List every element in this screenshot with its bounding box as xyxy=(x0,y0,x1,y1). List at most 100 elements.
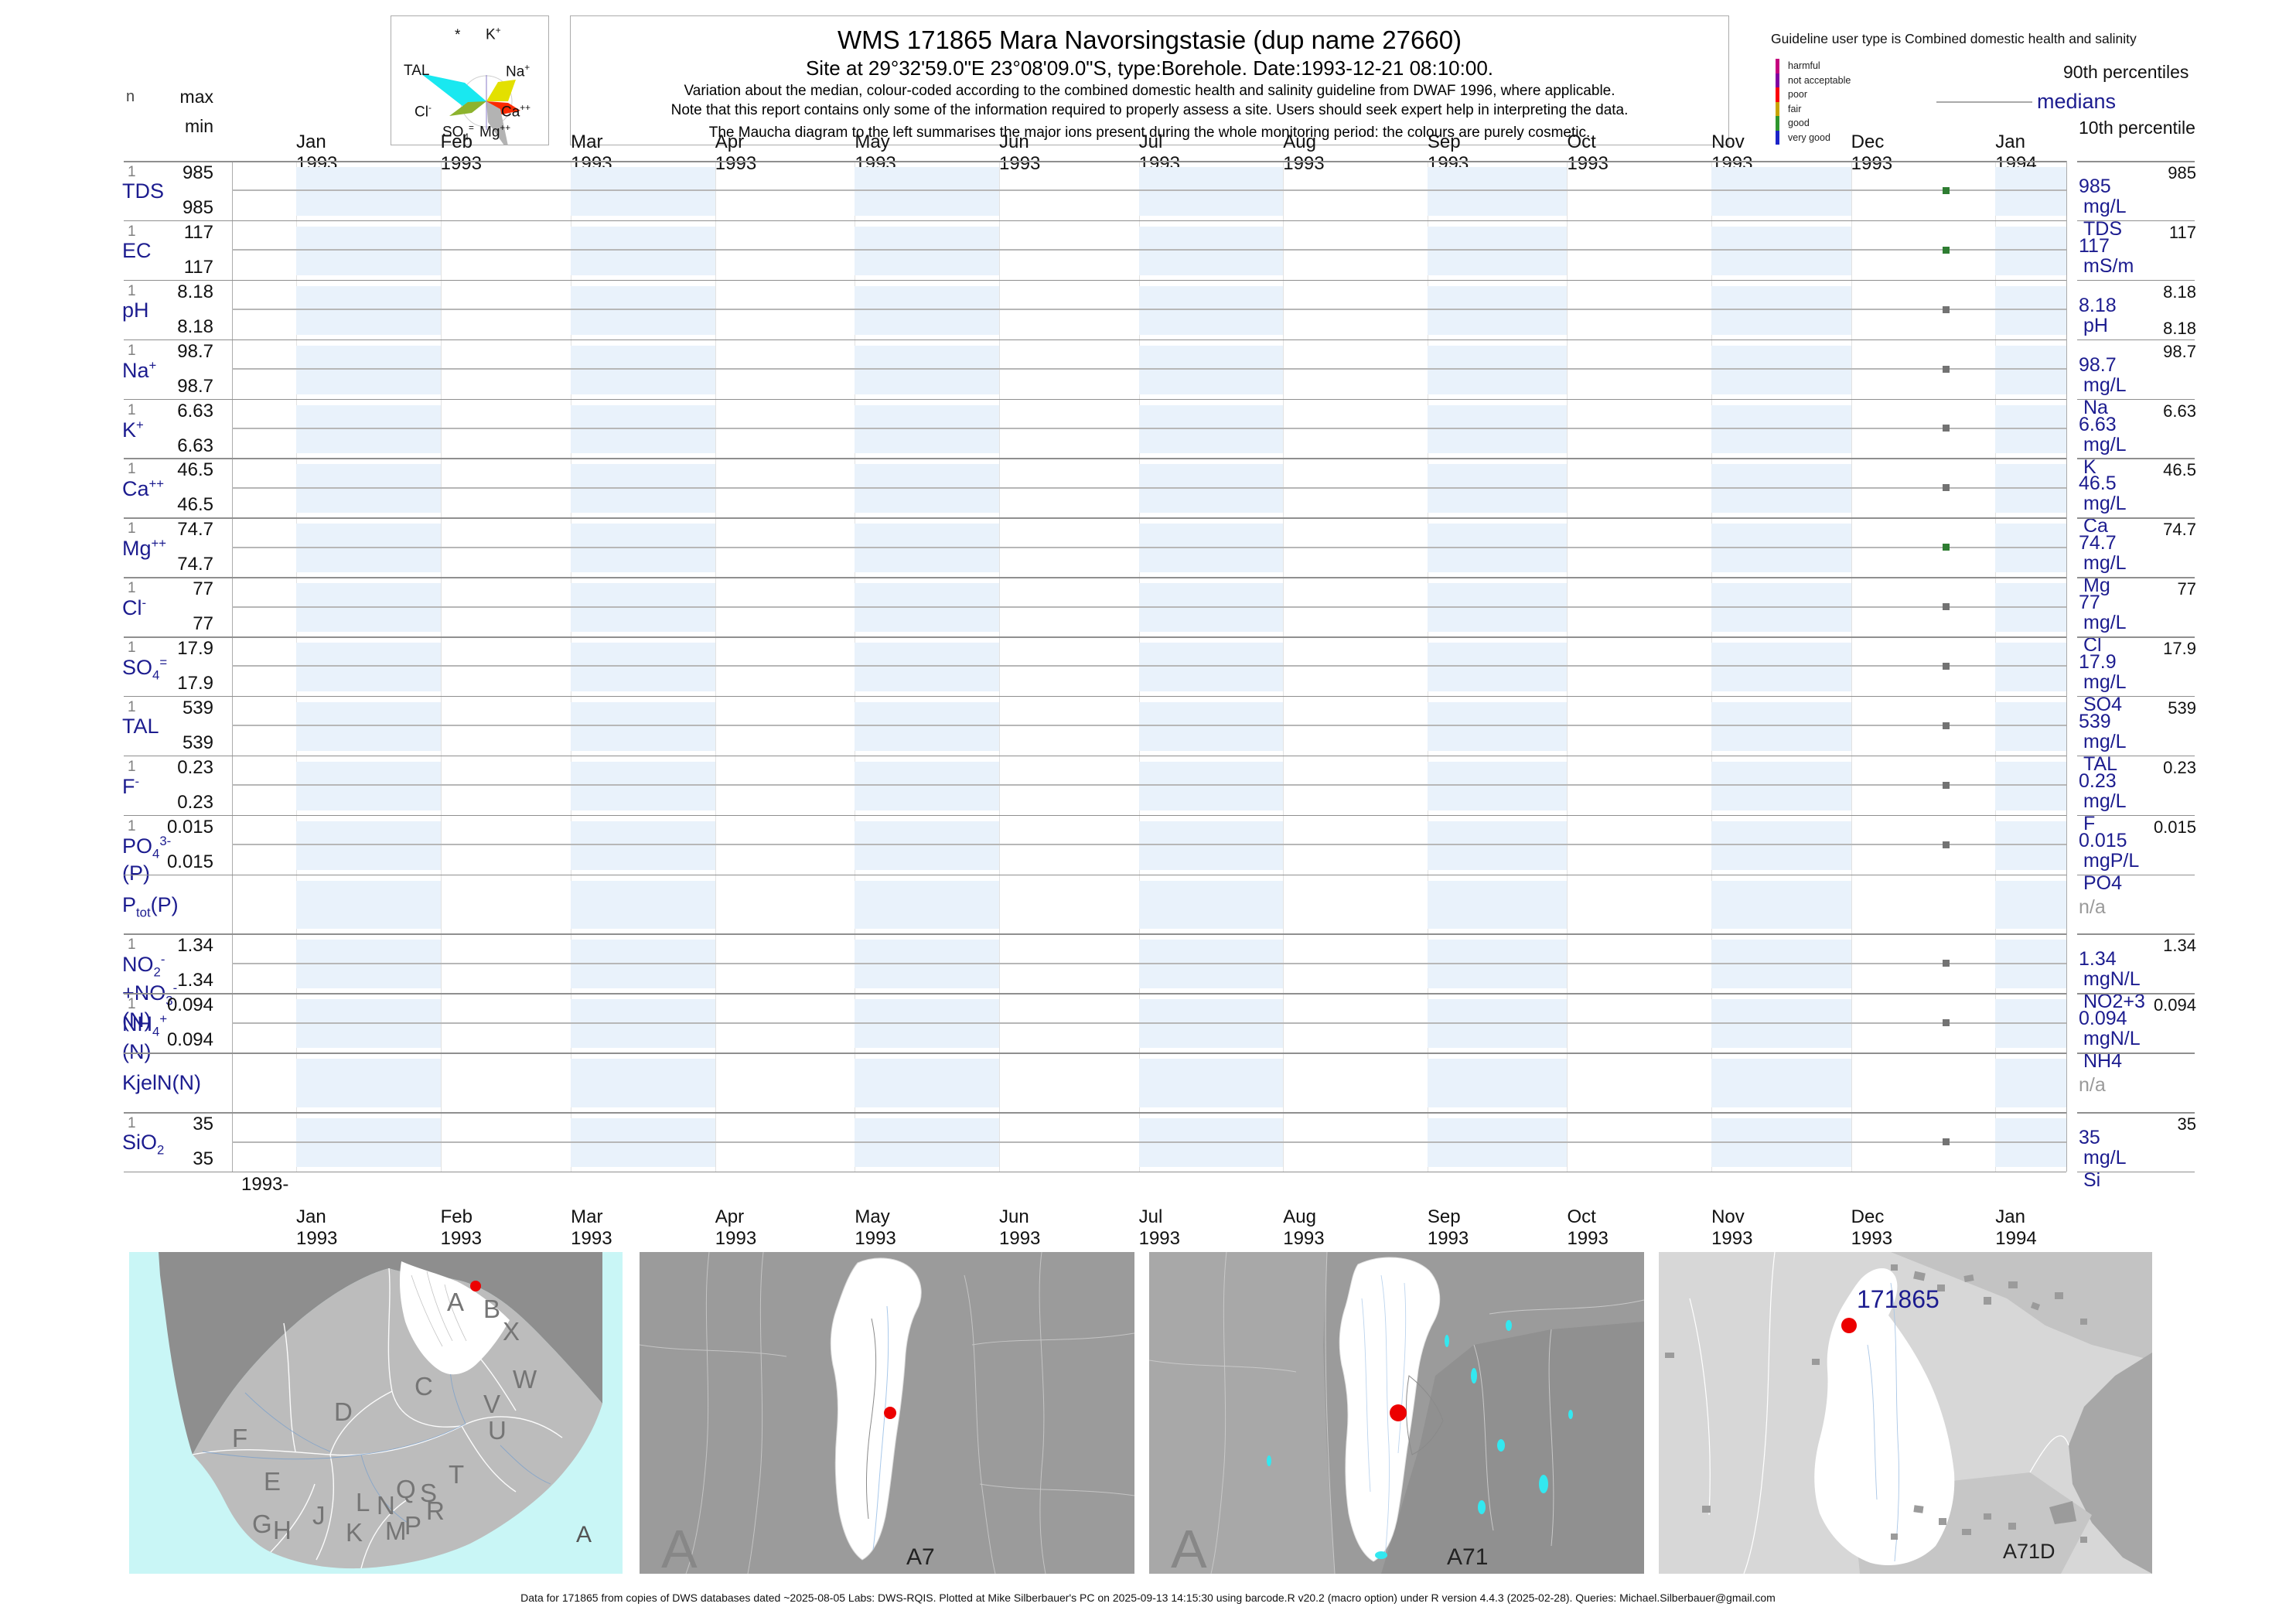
month-shade xyxy=(571,285,715,335)
p10-label: 10th percentile xyxy=(2079,118,2195,138)
sample-point xyxy=(1942,186,1950,194)
month-shade xyxy=(1427,464,1568,513)
parameter-name: NO2-+NO3-(N) xyxy=(122,952,178,1032)
stats-header-max: max xyxy=(179,87,213,107)
stat-unit: mg/L K xyxy=(2083,433,2126,478)
month-shade xyxy=(571,167,715,216)
median-line xyxy=(232,546,2066,548)
month-shade xyxy=(1427,226,1568,275)
month-shade xyxy=(1995,285,2066,335)
p90-label: 90th percentiles xyxy=(2063,62,2189,82)
stat-max: 35 xyxy=(193,1114,213,1135)
month-label-bottom: Dec 1993 xyxy=(1851,1206,1893,1249)
month-shade xyxy=(1711,583,1851,633)
stat-max: 8.18 xyxy=(177,281,213,302)
month-shade xyxy=(1138,940,1284,989)
month-shade xyxy=(1995,999,2066,1049)
footer-provenance: Data for 171865 from copies of DWS datab… xyxy=(520,1592,1776,1604)
row-separator-right xyxy=(2077,517,2195,519)
sample-point xyxy=(1942,246,1950,254)
drainage-letter: M xyxy=(385,1517,407,1545)
map4-top-region xyxy=(1891,1252,2152,1360)
month-label-top: Aug 1993 xyxy=(1283,131,1325,174)
stat-unit: mg/L SO4 xyxy=(2083,671,2126,716)
month-shade xyxy=(571,761,715,810)
stat-median: 77 xyxy=(2079,592,2100,614)
median-line xyxy=(232,309,2066,311)
month-shade xyxy=(296,880,441,930)
drainage-boundaries xyxy=(192,1267,563,1569)
month-shade xyxy=(1427,167,1568,216)
stat-max: 74.7 xyxy=(177,519,213,541)
month-shade xyxy=(1138,464,1284,513)
stat-unit: mg/L Si xyxy=(2083,1147,2126,1192)
month-shade xyxy=(296,761,441,810)
month-shade xyxy=(571,1118,715,1167)
month-shade xyxy=(1427,285,1568,335)
row-separator xyxy=(124,220,2066,222)
drainage-letter: W xyxy=(513,1365,537,1394)
stat-min: 35 xyxy=(193,1148,213,1170)
stat-min: 1.34 xyxy=(177,970,213,991)
sample-point xyxy=(1942,1138,1950,1146)
month-shade xyxy=(855,285,999,335)
median-line xyxy=(232,1022,2066,1024)
row-separator-right xyxy=(2077,814,2195,817)
class-label: fair xyxy=(1788,103,1802,114)
class-label: harmful xyxy=(1788,60,1820,71)
row-separator-right xyxy=(2077,874,2195,876)
stat-n: 1 xyxy=(128,223,136,240)
row-separator-right xyxy=(2077,993,2195,995)
month-shade xyxy=(296,167,441,216)
a71d-outline xyxy=(1406,1375,1444,1455)
stat-min: 0.23 xyxy=(177,791,213,813)
month-shade xyxy=(1138,1059,1284,1108)
stat-min: 8.18 xyxy=(177,316,213,337)
drainage-letter: L xyxy=(356,1488,370,1517)
month-shade xyxy=(1427,1118,1568,1167)
drainage-letter: E xyxy=(264,1467,281,1496)
stat-max: 46.5 xyxy=(177,459,213,481)
stat-p90: 0.015 xyxy=(2153,817,2196,837)
month-label-bottom: Jan 1993 xyxy=(296,1206,338,1249)
row-separator-right xyxy=(2077,279,2195,281)
maucha-ion-label: Ca++ xyxy=(501,103,531,121)
month-shade xyxy=(571,226,715,275)
maucha-ion-label: TAL xyxy=(404,63,430,79)
stat-unit: mgN/L NO2+3 xyxy=(2083,968,2145,1013)
median-line xyxy=(232,249,2066,251)
stat-na: n/a xyxy=(2079,1074,2106,1097)
site-marker xyxy=(1841,1318,1857,1333)
a71d-rivers xyxy=(1867,1282,1899,1562)
stat-median: 6.63 xyxy=(2079,413,2117,435)
parameter-name: SiO2 xyxy=(122,1131,165,1158)
stat-na: n/a xyxy=(2079,896,2106,918)
parameter-name: EC xyxy=(122,238,152,262)
row-separator-right xyxy=(2077,755,2195,757)
month-shade xyxy=(296,464,441,513)
drainage-letter: X xyxy=(503,1317,520,1346)
month-shade xyxy=(1995,821,2066,870)
median-line xyxy=(232,784,2066,786)
month-shade xyxy=(1995,583,2066,633)
month-shade xyxy=(296,1059,441,1108)
stat-n: 1 xyxy=(128,282,136,299)
catchment-a71 xyxy=(1339,1257,1441,1562)
month-shade xyxy=(1711,821,1851,870)
month-shade xyxy=(1711,940,1851,989)
month-shade xyxy=(855,226,999,275)
maucha-ion-label: Mg++ xyxy=(479,123,511,141)
month-shade xyxy=(1138,226,1284,275)
stat-p90: 17.9 xyxy=(2163,639,2196,659)
water-bodies xyxy=(1267,1320,1573,1559)
row-separator xyxy=(124,339,2066,341)
parameter-name: Na+ xyxy=(122,357,157,382)
stat-p90: 46.5 xyxy=(2163,460,2196,480)
row-separator-right xyxy=(2077,161,2195,162)
parameter-name: Cl- xyxy=(122,595,147,620)
note-maucha: The Maucha diagram to the left summarise… xyxy=(708,125,1591,141)
drainage-letter: J xyxy=(312,1501,326,1530)
stat-n: 1 xyxy=(128,580,136,597)
month-shade xyxy=(571,940,715,989)
